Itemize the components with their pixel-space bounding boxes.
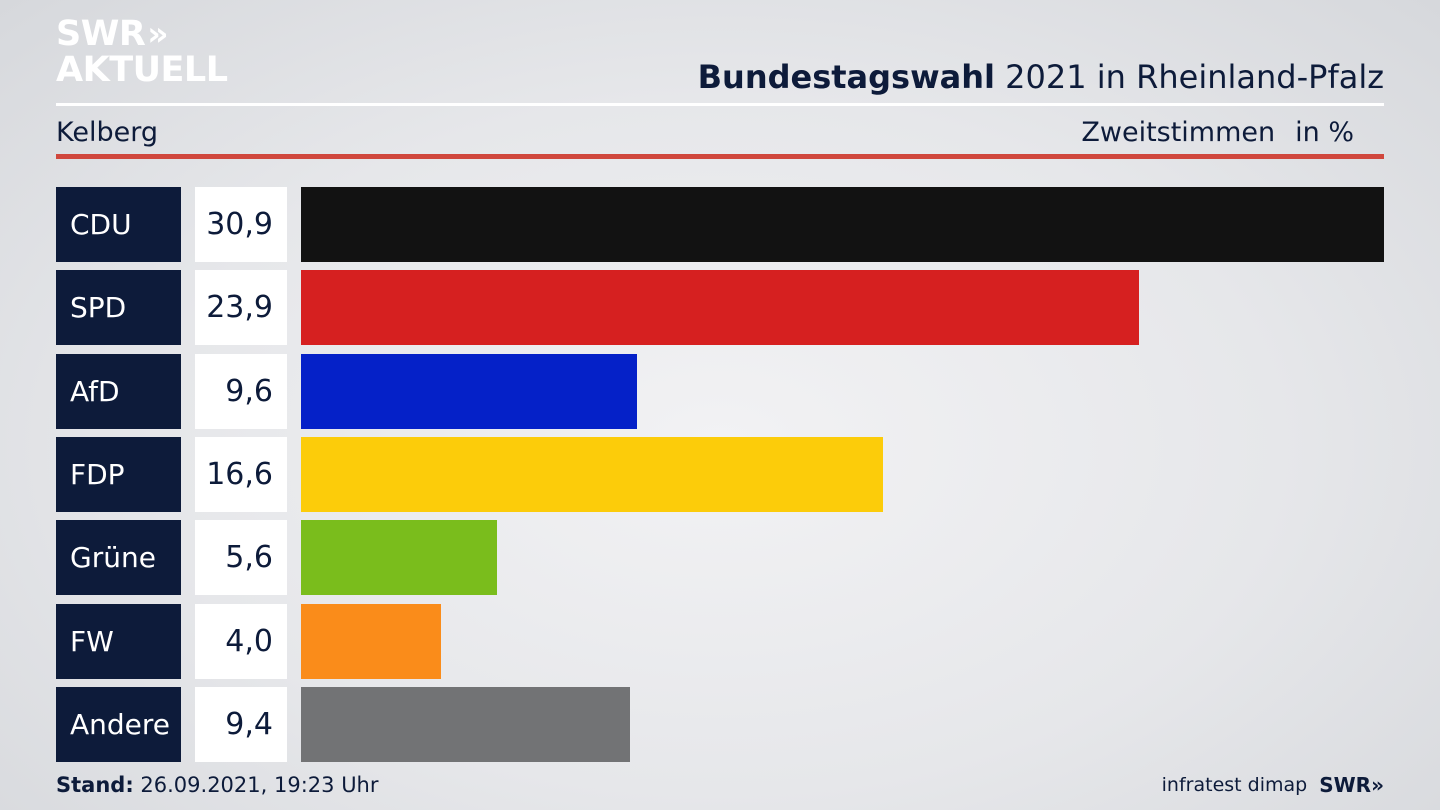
- header-divider: [56, 103, 1384, 106]
- bar-row: FDP 16,6: [56, 436, 1384, 512]
- bar: [301, 187, 1384, 262]
- bar-chart: CDU 30,9 SPD 23,9 AfD 9,6 FDP 16,6 Grüne 5,6 FW 4,0…: [56, 187, 1384, 770]
- bar-row: CDU 30,9: [56, 187, 1384, 262]
- value-label: 5,6: [195, 520, 287, 596]
- value-label: 4,0: [195, 603, 287, 679]
- bar-row: Andere 9,4: [56, 686, 1384, 762]
- swr-footer-logo: SWR»: [1319, 773, 1384, 797]
- value-label: 23,9: [195, 270, 287, 346]
- bar-row: Grüne 5,6: [56, 520, 1384, 596]
- logo-aktuell-text: AKTUELL: [56, 50, 228, 90]
- bar: [301, 520, 497, 596]
- logo-chevron-icon: »: [147, 14, 169, 53]
- timestamp: Stand: 26.09.2021, 19:23 Uhr: [56, 770, 379, 800]
- bar: [301, 353, 637, 429]
- region-label: Kelberg: [56, 117, 158, 148]
- party-label: FW: [56, 603, 181, 679]
- party-label: Andere: [56, 686, 181, 762]
- party-label: Grüne: [56, 520, 181, 596]
- measure-label: Zweitstimmen in %: [1081, 114, 1354, 152]
- unit-text: in %: [1295, 117, 1354, 148]
- value-label: 9,6: [195, 353, 287, 429]
- party-label: SPD: [56, 270, 181, 346]
- bar: [301, 603, 441, 679]
- party-label: FDP: [56, 436, 181, 512]
- source-text: infratest dimap: [1161, 774, 1308, 796]
- value-label: 30,9: [195, 187, 287, 262]
- party-label: AfD: [56, 353, 181, 429]
- bar: [301, 436, 883, 512]
- bar-row: FW 4,0: [56, 603, 1384, 679]
- stand-label: Stand:: [56, 773, 134, 797]
- logo-swr-text: SWR: [56, 14, 146, 54]
- title-rest: 2021 in Rheinland-Pfalz: [1005, 58, 1384, 96]
- value-label: 16,6: [195, 436, 287, 512]
- bar: [301, 686, 630, 762]
- stand-value: 26.09.2021, 19:23 Uhr: [140, 773, 379, 797]
- bar-row: SPD 23,9: [56, 270, 1384, 346]
- title-bold: Bundestagswahl: [697, 58, 995, 96]
- value-label: 9,4: [195, 686, 287, 762]
- bar: [301, 270, 1139, 346]
- source-credit: infratest dimap SWR»: [1162, 770, 1384, 800]
- party-label: CDU: [56, 187, 181, 262]
- chart-title: Bundestagswahl 2021 in Rheinland-Pfalz: [698, 55, 1384, 99]
- bar-row: AfD 9,6: [56, 353, 1384, 429]
- accent-divider: [56, 154, 1384, 159]
- measure-text: Zweitstimmen: [1081, 117, 1276, 148]
- swr-aktuell-logo: SWR » AKTUELL: [56, 14, 228, 90]
